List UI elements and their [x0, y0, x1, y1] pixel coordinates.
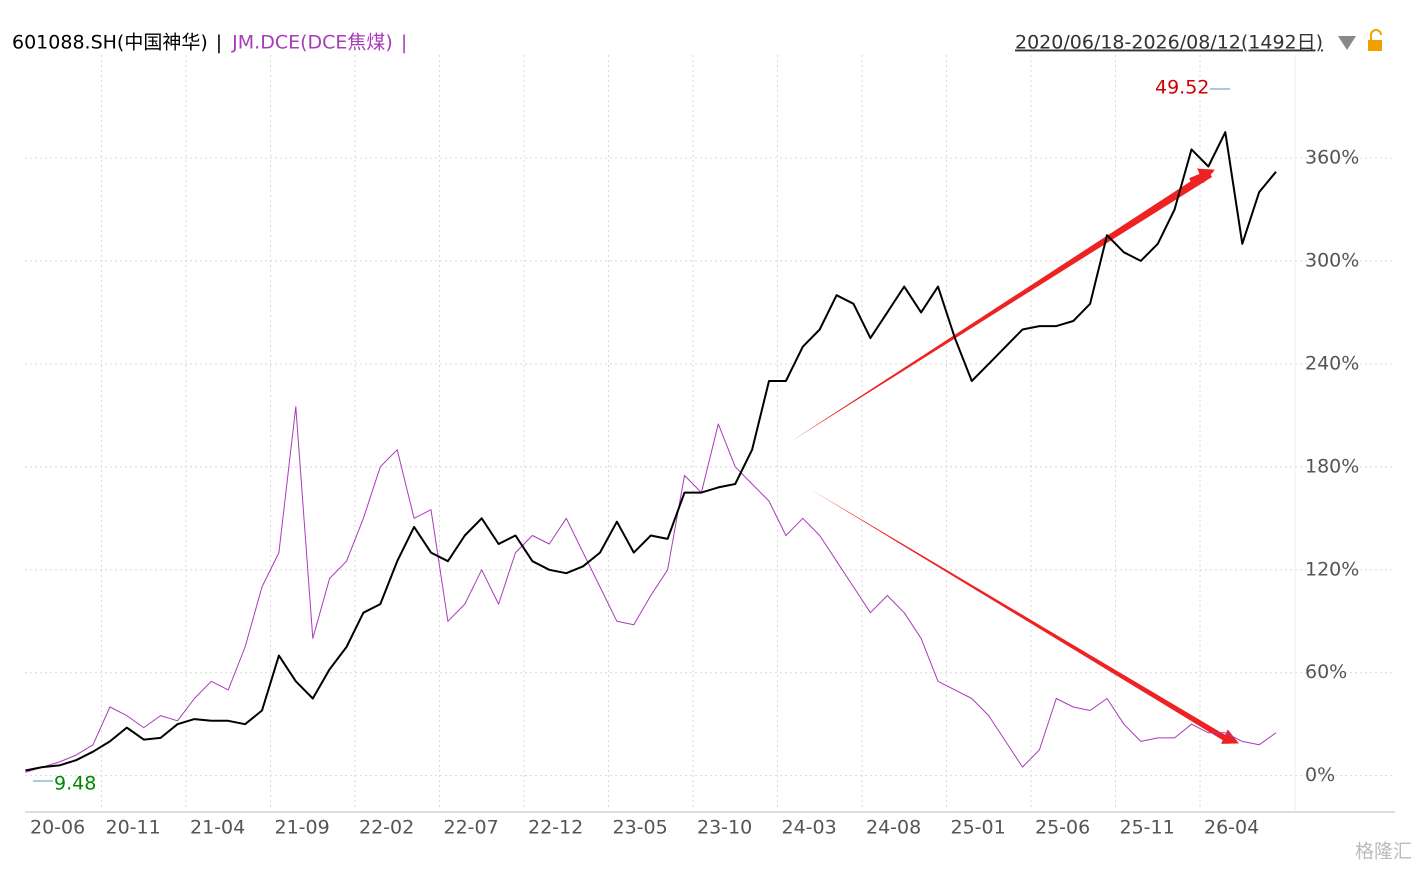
- x-tick-label: 24-08: [866, 817, 921, 839]
- x-tick-label: 23-05: [613, 817, 668, 839]
- max-label: 49.52: [1155, 77, 1209, 99]
- x-tick-label: 23-10: [697, 817, 752, 839]
- x-tick-label: 20-11: [106, 817, 161, 839]
- x-tick-label: 25-06: [1035, 817, 1090, 839]
- trend-arrowhead-up: [1189, 168, 1215, 184]
- series-line: [25, 131, 1277, 772]
- legend-separator: |: [401, 32, 407, 54]
- watermark: 格隆汇: [1355, 841, 1412, 863]
- x-tick-label: 22-12: [528, 817, 583, 839]
- y-tick-label: 0%: [1305, 764, 1335, 786]
- y-tick-label: 300%: [1305, 249, 1359, 271]
- dropdown-icon: [1338, 36, 1356, 50]
- x-tick-label: 20-06: [30, 817, 85, 839]
- trend-arrow-down: [810, 489, 1232, 744]
- legend-entry: JM.DCE(DCE焦煤): [231, 32, 393, 54]
- min-label: 9.48: [54, 773, 96, 795]
- x-tick-label: 21-04: [190, 817, 245, 839]
- date-range: 2020/06/18-2026/08/12(1492日): [1015, 32, 1323, 54]
- lock-icon: [1368, 29, 1382, 51]
- y-tick-label: 360%: [1305, 146, 1359, 168]
- y-tick-label: 60%: [1305, 661, 1347, 683]
- x-tick-label: 22-02: [359, 817, 414, 839]
- x-tick-label: 25-01: [951, 817, 1006, 839]
- x-tick-label: 22-07: [444, 817, 499, 839]
- x-tick-label: 24-03: [782, 817, 837, 839]
- legend-separator: |: [216, 32, 222, 54]
- x-tick-label: 26-04: [1204, 817, 1259, 839]
- y-tick-label: 120%: [1305, 558, 1359, 580]
- series-line: [25, 406, 1277, 773]
- trend-arrowhead-down: [1209, 728, 1239, 744]
- legend-entry: 601088.SH(中国神华): [12, 32, 208, 54]
- x-tick-label: 25-11: [1120, 817, 1175, 839]
- y-tick-label: 180%: [1305, 455, 1359, 477]
- x-tick-label: 21-09: [275, 817, 330, 839]
- y-tick-label: 240%: [1305, 352, 1359, 374]
